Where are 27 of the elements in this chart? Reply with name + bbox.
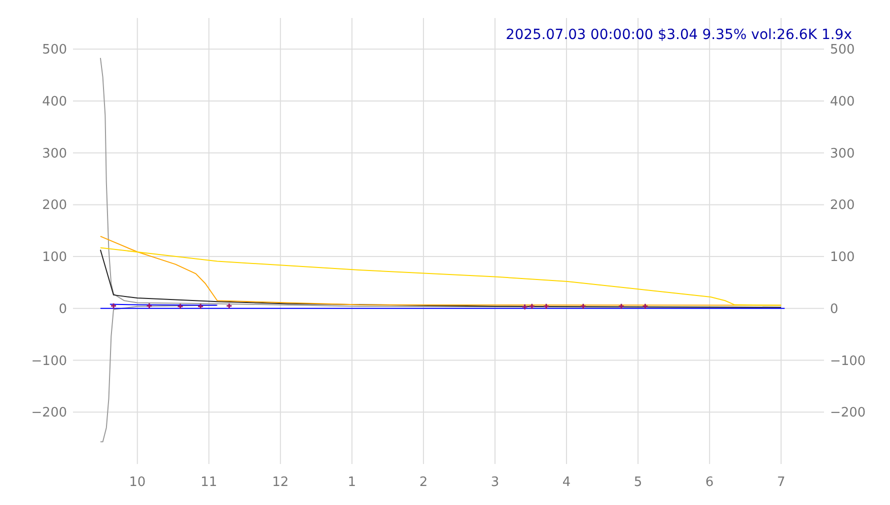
x-tick-label: 1 — [348, 475, 356, 490]
x-tick-label: 10 — [129, 475, 146, 490]
y-tick-label: −200 — [31, 406, 67, 421]
x-tick-label: 12 — [272, 475, 289, 490]
x-tick-label: 6 — [705, 475, 714, 490]
y2-tick-label: −100 — [830, 354, 866, 369]
y-tick-label: 500 — [42, 42, 67, 58]
y2-tick-label: 300 — [830, 146, 855, 162]
y2-tick-label: 200 — [830, 198, 855, 214]
y-tick-label: 400 — [42, 94, 67, 110]
x-tick-label: 11 — [200, 475, 218, 490]
x-tick-label: 5 — [634, 475, 642, 490]
x-tick-label: 3 — [490, 475, 500, 490]
text: 2025.07.03 00:00:00 $3.04 9.35% vol:26.6K 1.9x — [506, 27, 852, 43]
y2-tick-label: 500 — [830, 42, 855, 58]
x-tick-label: 4 — [562, 475, 571, 490]
y2-tick-label: 100 — [830, 250, 855, 266]
y-tick-label: 300 — [42, 146, 67, 162]
x-tick-label: 2 — [419, 475, 428, 490]
y-tick-label: 100 — [42, 250, 67, 266]
y-tick-label: 200 — [42, 198, 67, 214]
x-tick-label: 7 — [776, 475, 786, 490]
y-tick-label: 0 — [58, 302, 67, 317]
y2-tick-label: −200 — [830, 406, 866, 421]
y-tick-label: −100 — [31, 354, 67, 369]
y2-tick-label: 0 — [830, 302, 838, 317]
y2-tick-label: 400 — [830, 94, 855, 110]
